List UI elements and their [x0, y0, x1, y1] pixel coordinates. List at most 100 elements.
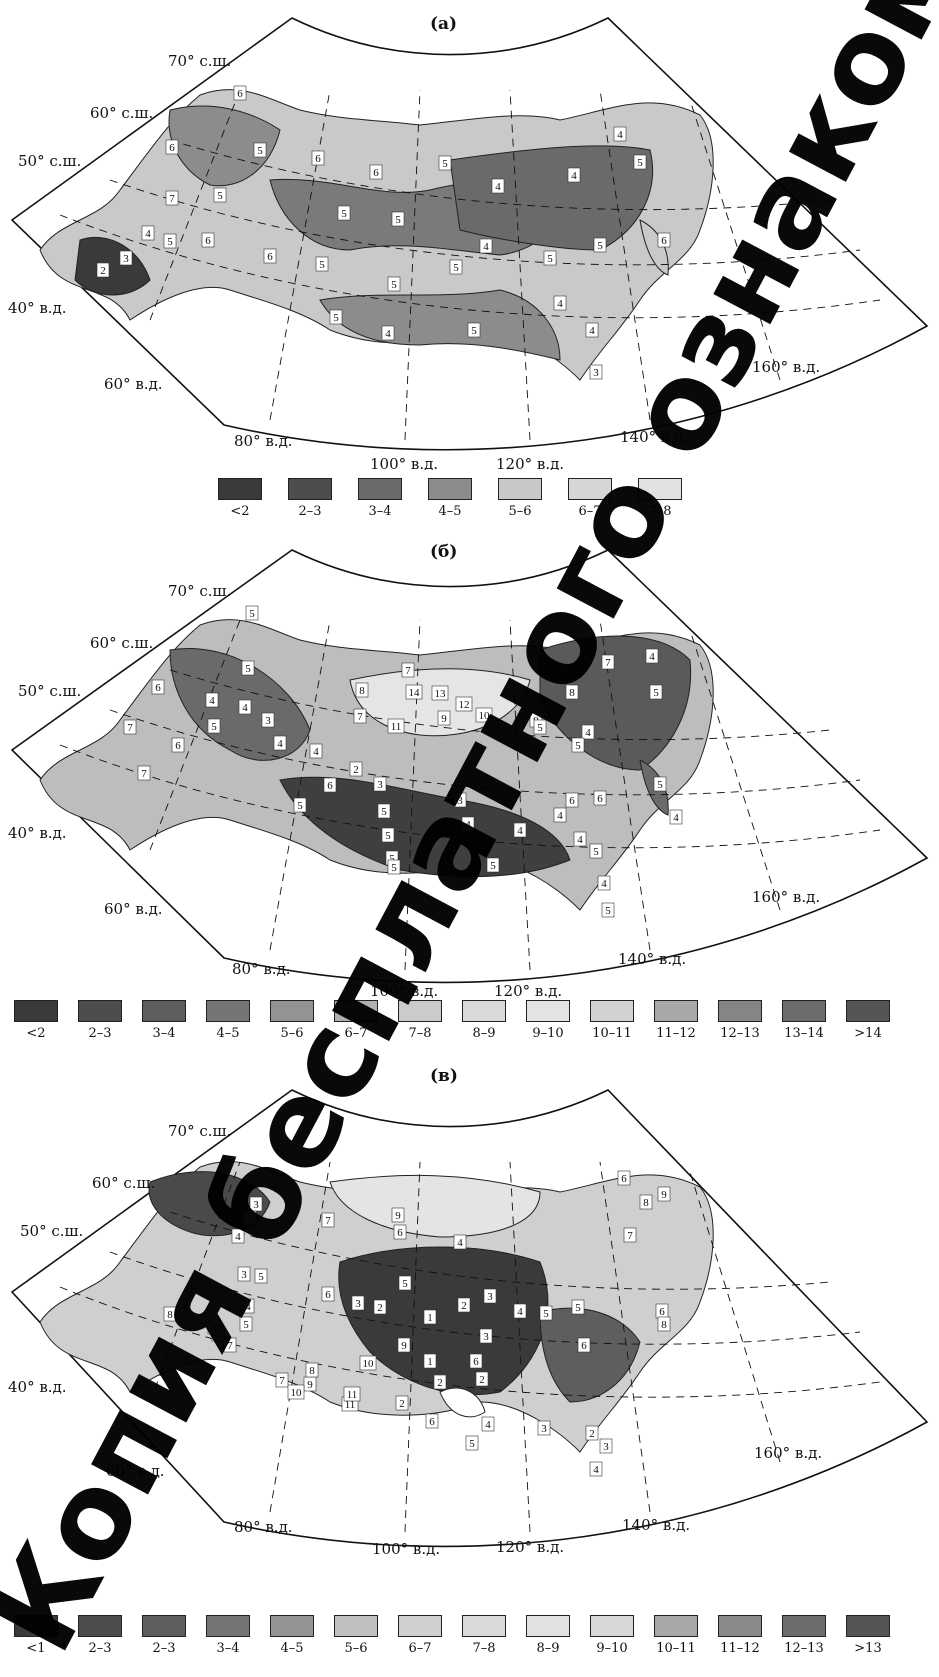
map-c-lat50: 50° с.ш.: [20, 1222, 83, 1240]
region-number-text: 5: [442, 158, 448, 170]
legend-item: <2: [10, 1000, 62, 1041]
region-number-label: 2: [373, 1299, 387, 1315]
region-number-text: 6: [659, 1306, 665, 1318]
panel-a: (а) 70° с.ш. 60° с.ш. 50° с.ш. 40° в.д. …: [0, 0, 939, 545]
region-number-label: 4: [645, 648, 659, 664]
legend-swatch: [638, 478, 682, 500]
legend-label: 12–13: [784, 1641, 824, 1656]
legend-item: 12–13: [714, 1000, 766, 1041]
region-number-text: 5: [385, 830, 391, 842]
region-number-text: 2: [377, 1302, 383, 1314]
legend-item: 8–9: [522, 1615, 574, 1656]
region-number-text: 7: [279, 1375, 285, 1387]
legend-item: 13–14: [778, 1000, 830, 1041]
region-number-text: 4: [277, 738, 283, 750]
region-number-label: 5: [387, 859, 401, 875]
region-number-label: 13: [431, 685, 449, 701]
region-number-label: 5: [239, 1316, 253, 1332]
panel-b: (б) 70° с.ш. 60° с.ш. 50° с.ш. 40° в.д. …: [0, 540, 939, 1060]
region-number-text: 14: [409, 687, 421, 699]
region-number-label: 7: [601, 654, 615, 670]
region-number-label: 4: [513, 822, 527, 838]
map-c-lat60: 60° с.ш.: [92, 1174, 155, 1192]
legend-label: 6–7: [578, 504, 602, 519]
region-number-label: 7: [137, 765, 151, 781]
region-number-label: 3: [243, 1210, 257, 1226]
region-number-label: 4: [241, 1298, 255, 1314]
map-b-lon40: 40° в.д.: [8, 824, 67, 842]
region-number-text: 3: [593, 367, 599, 379]
region-number-text: 6: [661, 235, 667, 247]
legend-label: >13: [854, 1641, 882, 1656]
region-number-label: 5: [254, 1268, 268, 1284]
region-number-text: 2: [589, 1428, 595, 1440]
legend-item: 11–12: [650, 1000, 702, 1041]
region-number-label: 3: [249, 1196, 263, 1212]
region-number-text: 6: [397, 1227, 403, 1239]
legend-swatch: [142, 1615, 186, 1637]
region-number-label: 5: [467, 322, 481, 338]
region-number-text: 8: [643, 1197, 649, 1209]
region-number-label: 6: [593, 790, 607, 806]
region-number-text: 5: [297, 800, 303, 812]
panel-a-label: (а): [430, 14, 458, 34]
region-number-text: 6: [237, 88, 243, 100]
region-number-text: 5: [537, 722, 543, 734]
region-number-text: 3: [253, 1199, 259, 1211]
map-b-lon140: 140° в.д.: [618, 950, 686, 968]
region-number-label: 8: [657, 1316, 671, 1332]
region-number-text: 5: [402, 1278, 408, 1290]
legend-label: 3–4: [368, 504, 392, 519]
map-c: 70° с.ш. 60° с.ш. 50° с.ш. 40° в.д. 60° …: [8, 1089, 929, 1558]
legend-c: <1 2–3 2–3 3–4 4–5 5–6 6–7 7–8 8–9 9–10 10–11 11–12…: [0, 1615, 939, 1675]
region-number-text: 4: [601, 878, 607, 890]
legend-label: 10–11: [656, 1641, 696, 1656]
region-number-text: 5: [245, 663, 251, 675]
legend-label: 10–11: [592, 1026, 632, 1041]
region-number-text: 2: [479, 1374, 485, 1386]
region-number-label: 6: [577, 1337, 591, 1353]
region-number-label: 3: [261, 712, 275, 728]
region-number-text: 6: [597, 793, 603, 805]
legend-item: <1: [10, 1615, 62, 1656]
region-number-text: 6: [327, 780, 333, 792]
region-number-label: 4: [581, 724, 595, 740]
legend-item: 7–8: [634, 478, 686, 519]
region-number-label: 2: [96, 262, 110, 278]
legend-label: 2–3: [298, 504, 322, 519]
region-number-label: 5: [387, 276, 401, 292]
region-number-text: 4: [593, 1464, 599, 1476]
region-number-label: 4: [585, 322, 599, 338]
map-a-lon140: 140° в.д.: [620, 428, 688, 446]
region-number-text: 11: [347, 1389, 358, 1401]
legend-item: >13: [842, 1615, 894, 1656]
region-number-text: 6: [205, 235, 211, 247]
region-number-label: 12: [455, 696, 473, 712]
region-number-text: 5: [453, 262, 459, 274]
region-number-label: 7: [321, 1212, 335, 1228]
legend-swatch: [462, 1000, 506, 1022]
region-number-text: 3: [265, 715, 271, 727]
legend-label: 4–5: [438, 504, 462, 519]
region-number-label: 4: [669, 809, 683, 825]
region-number-label: 3: [453, 792, 467, 808]
map-c-lon80: 80° в.д.: [234, 1518, 293, 1536]
region-number-label: 9: [397, 1337, 411, 1353]
region-number-label: 4: [461, 816, 475, 832]
region-number-text: 5: [605, 905, 611, 917]
region-number-text: 10: [291, 1387, 303, 1399]
legend-label: <2: [230, 504, 250, 519]
region-number-label: 6: [369, 164, 383, 180]
region-number-label: 6: [165, 139, 179, 155]
legend-swatch: [846, 1615, 890, 1637]
legend-swatch: [428, 478, 472, 500]
legend-swatch: [398, 1000, 442, 1022]
region-number-label: 7: [353, 708, 367, 724]
legend-item: 6–7: [330, 1000, 382, 1041]
region-number-text: 11: [345, 1399, 356, 1411]
region-number-label: 5: [649, 684, 663, 700]
map-b-lon160: 160° в.д.: [752, 888, 820, 906]
region-number-text: 4: [245, 1301, 251, 1313]
region-number-text: 2: [461, 1300, 467, 1312]
legend-swatch: [270, 1000, 314, 1022]
